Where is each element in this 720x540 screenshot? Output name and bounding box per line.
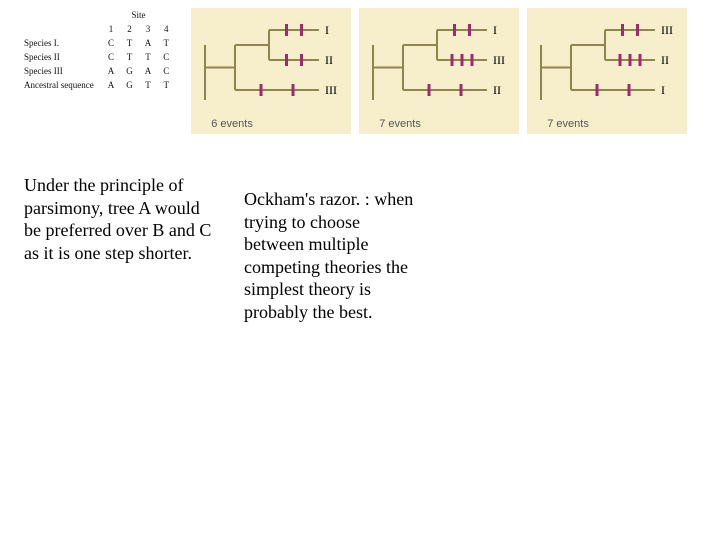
svg-text:I: I — [325, 23, 329, 37]
col-2: 2 — [120, 22, 139, 36]
svg-text:I: I — [493, 23, 497, 37]
svg-text:III: III — [661, 23, 673, 37]
cell: T — [157, 36, 175, 50]
parsimony-paragraph: Under the principle of parsimony, tree A… — [24, 174, 214, 323]
site-label: Site — [102, 8, 176, 22]
tree-panels: IIIIII6 eventsIIIIII7 eventsIIIIII7 even… — [191, 8, 687, 134]
ockham-paragraph: Ockham's razor. : when trying to choose … — [244, 174, 424, 323]
svg-text:III: III — [325, 83, 337, 97]
table-row: Species IICTTC — [18, 50, 175, 64]
table-row: Ancestral sequenceAGTT — [18, 78, 175, 92]
row-name: Species I. — [18, 36, 102, 50]
col-header-row: 1 2 3 4 — [18, 22, 175, 36]
cell: C — [157, 50, 175, 64]
row-name: Ancestral sequence — [18, 78, 102, 92]
tree-caption: 6 events — [211, 118, 253, 130]
col-1: 1 — [102, 22, 121, 36]
cell: A — [139, 64, 158, 78]
body-columns: Under the principle of parsimony, tree A… — [0, 134, 720, 323]
cell: T — [120, 36, 139, 50]
tree-panel: IIIIII6 events — [191, 8, 351, 134]
top-row: Site 1 2 3 4 Species I.CTATSpecies IICTT… — [0, 0, 720, 134]
cell: G — [120, 78, 139, 92]
cell: G — [120, 64, 139, 78]
tree-caption: 7 events — [547, 118, 589, 130]
cell: C — [102, 50, 121, 64]
seq-table: Site 1 2 3 4 Species I.CTATSpecies IICTT… — [18, 8, 175, 92]
row-name: Species III — [18, 64, 102, 78]
cell: T — [139, 50, 158, 64]
svg-text:II: II — [325, 53, 333, 67]
cell: T — [157, 78, 175, 92]
col-3: 3 — [139, 22, 158, 36]
tree-panel: IIIIII7 events — [527, 8, 687, 134]
cell: T — [120, 50, 139, 64]
row-name: Species II — [18, 50, 102, 64]
cell: T — [139, 78, 158, 92]
cell: A — [102, 78, 121, 92]
table-row: Species IIIAGAC — [18, 64, 175, 78]
tree-panel: IIIIII7 events — [359, 8, 519, 134]
cell: C — [102, 36, 121, 50]
svg-text:I: I — [661, 83, 665, 97]
svg-text:III: III — [493, 53, 505, 67]
cell: A — [102, 64, 121, 78]
col-4: 4 — [157, 22, 175, 36]
svg-text:II: II — [661, 53, 669, 67]
cell: A — [139, 36, 158, 50]
table-row: Species I.CTAT — [18, 36, 175, 50]
cell: C — [157, 64, 175, 78]
tree-caption: 7 events — [379, 118, 421, 130]
svg-text:II: II — [493, 83, 501, 97]
